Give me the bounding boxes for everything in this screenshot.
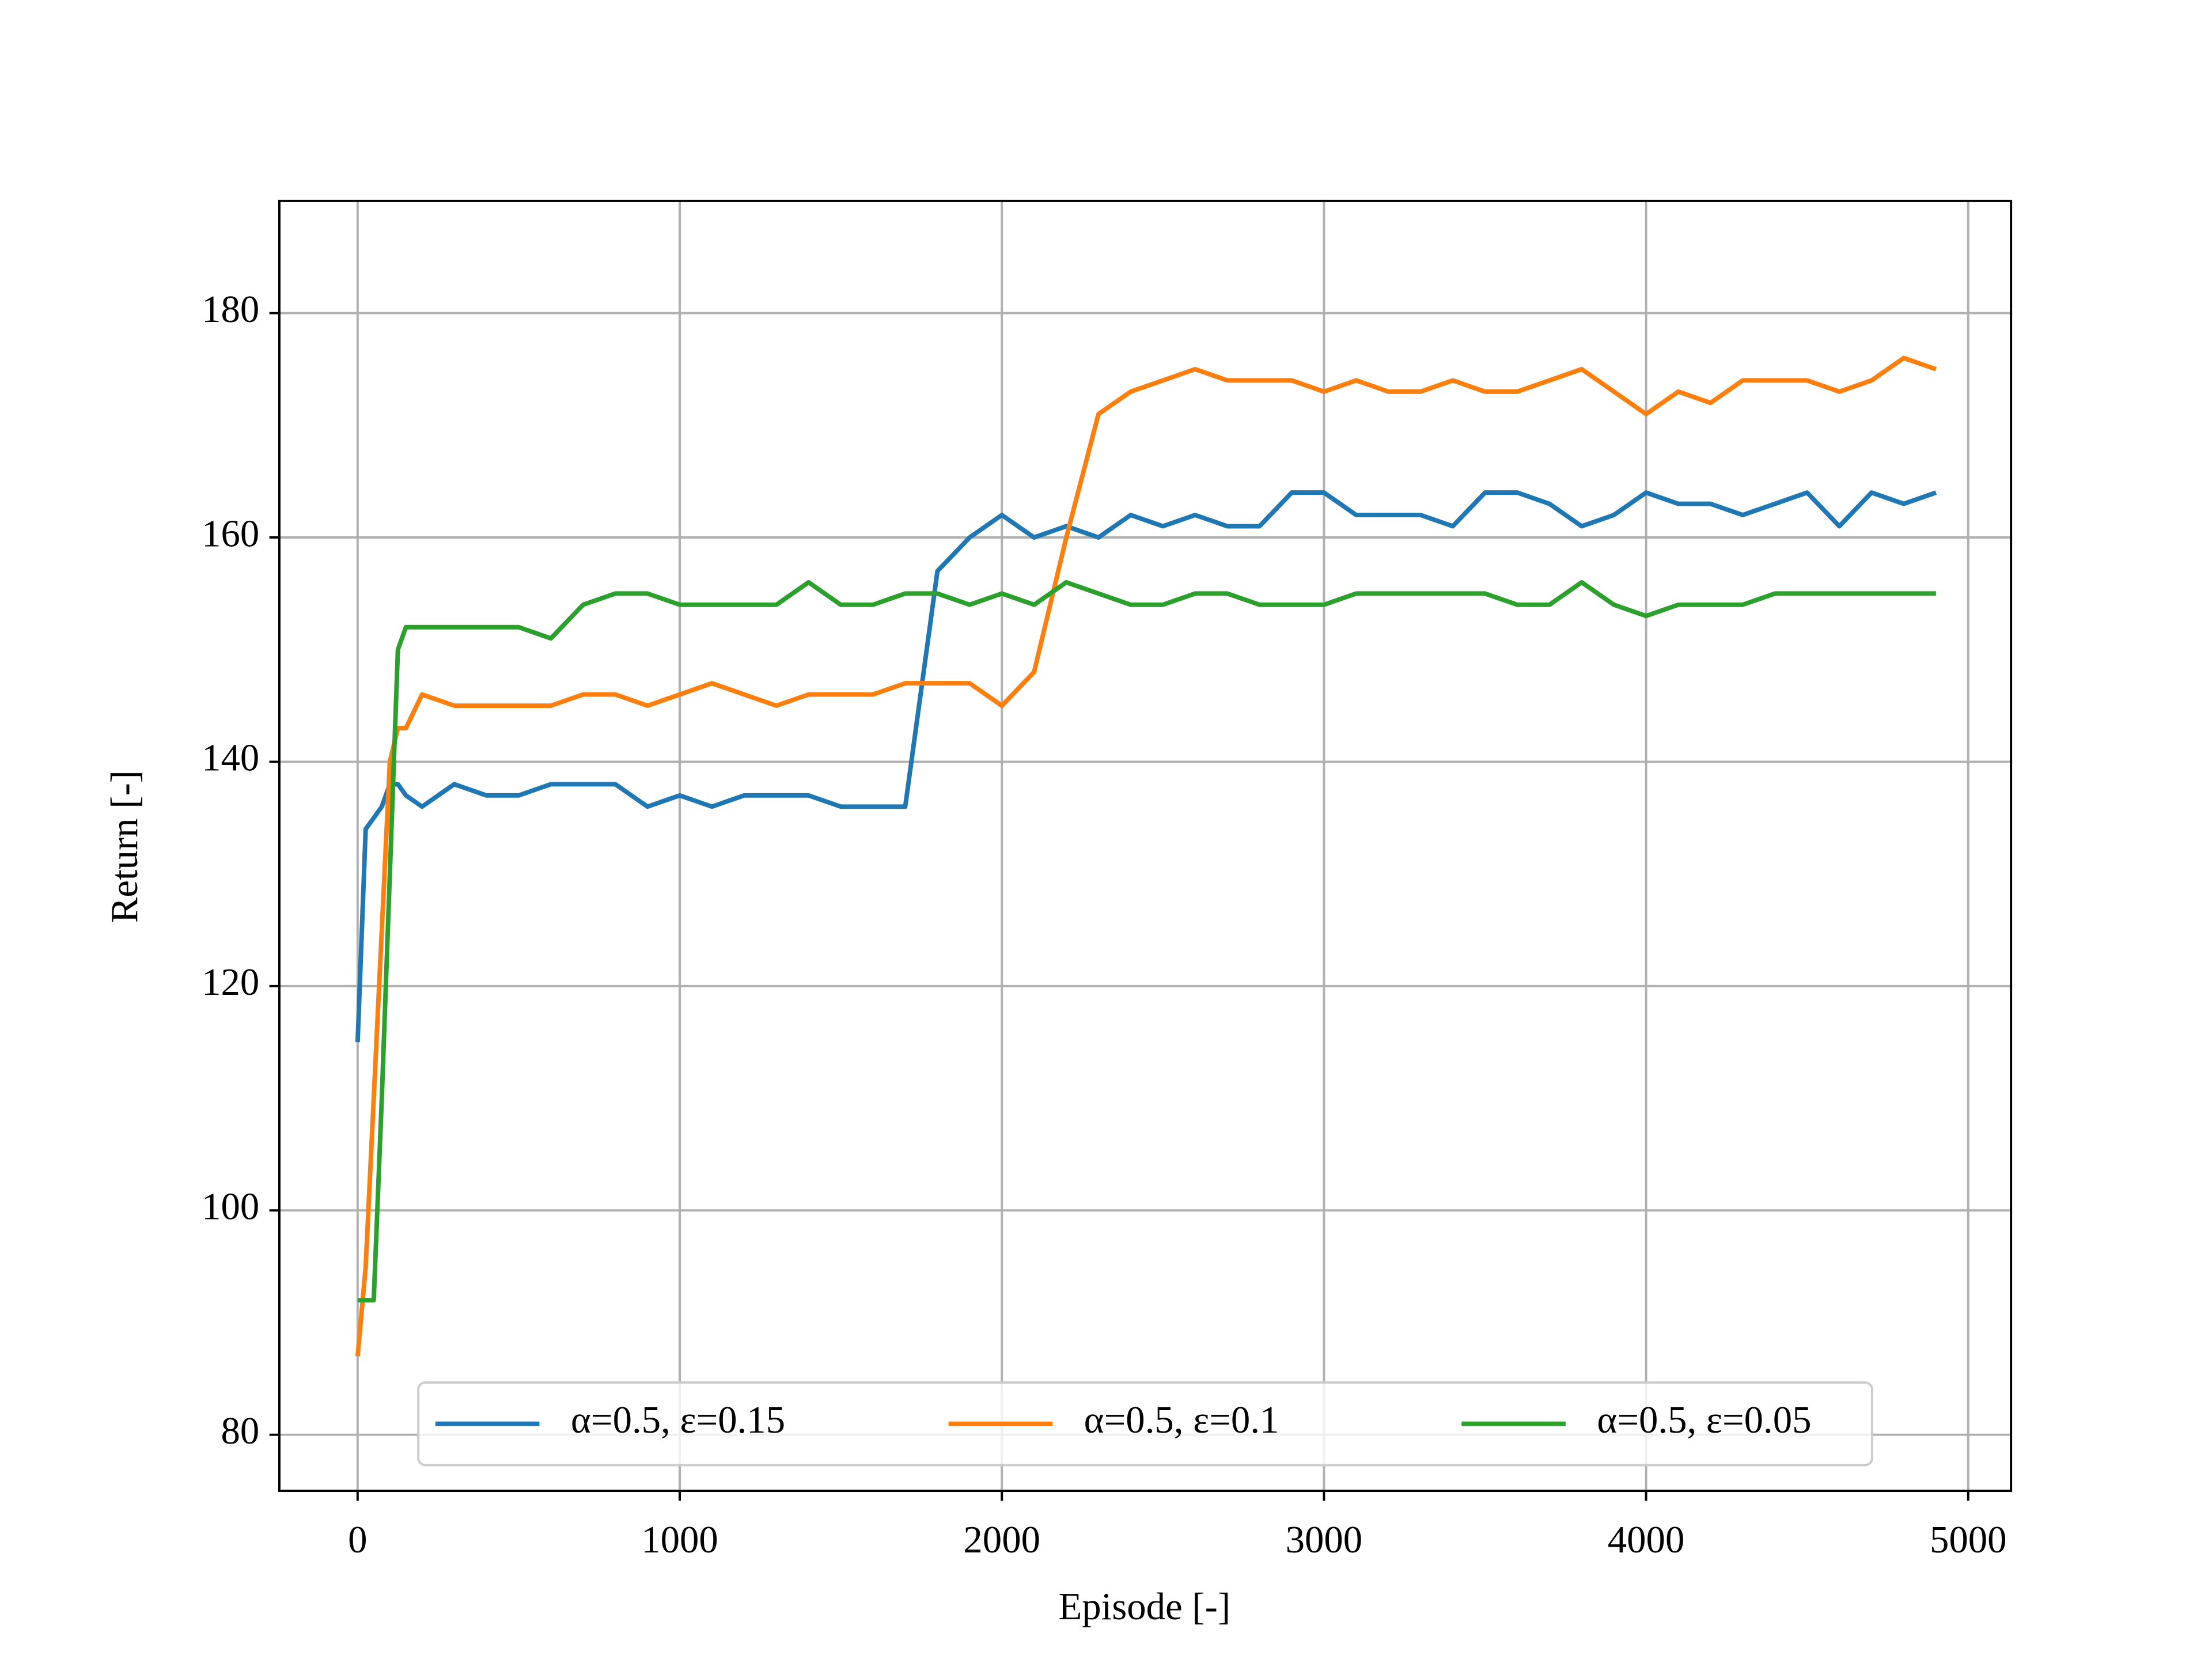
y-axis-label: Return [-]: [103, 770, 146, 923]
plot-frame: [278, 199, 2013, 1493]
grid: [279, 200, 2012, 1491]
x-tick-label: 1000: [641, 1518, 718, 1561]
legend-label: α=0.5, ε=0.15: [571, 1399, 785, 1441]
data-line: [355, 355, 1937, 1357]
data-line: [355, 490, 1937, 1043]
x-tick-label: 4000: [1608, 1518, 1685, 1561]
x-tick-label: 0: [348, 1518, 367, 1561]
legend-box: [417, 1381, 1873, 1467]
y-tick-label: 100: [202, 1185, 259, 1228]
legend-label: α=0.5, ε=0.1: [1084, 1399, 1279, 1441]
y-tick-label: 120: [202, 961, 259, 1003]
x-tick-label: 5000: [1930, 1518, 2007, 1561]
y-tick-label: 180: [202, 288, 259, 331]
ticks: 0 1000 2000 3000 4000 5000 80 100 120 140 160 180: [202, 288, 2006, 1561]
y-tick-label: 80: [221, 1410, 260, 1452]
legend: α=0.5, ε=0.15 α=0.5, ε=0.1 α=0.5, ε=0.05: [417, 1381, 1873, 1467]
y-tick-label: 140: [202, 737, 259, 779]
data-line: [357, 579, 1936, 1302]
x-axis-label: Episode [-]: [1058, 1585, 1230, 1628]
plot-lines: [355, 355, 1937, 1357]
legend-label: α=0.5, ε=0.05: [1597, 1399, 1811, 1441]
x-tick-label: 2000: [963, 1518, 1040, 1561]
y-tick-label: 160: [202, 512, 259, 555]
x-tick-label: 3000: [1286, 1518, 1363, 1561]
